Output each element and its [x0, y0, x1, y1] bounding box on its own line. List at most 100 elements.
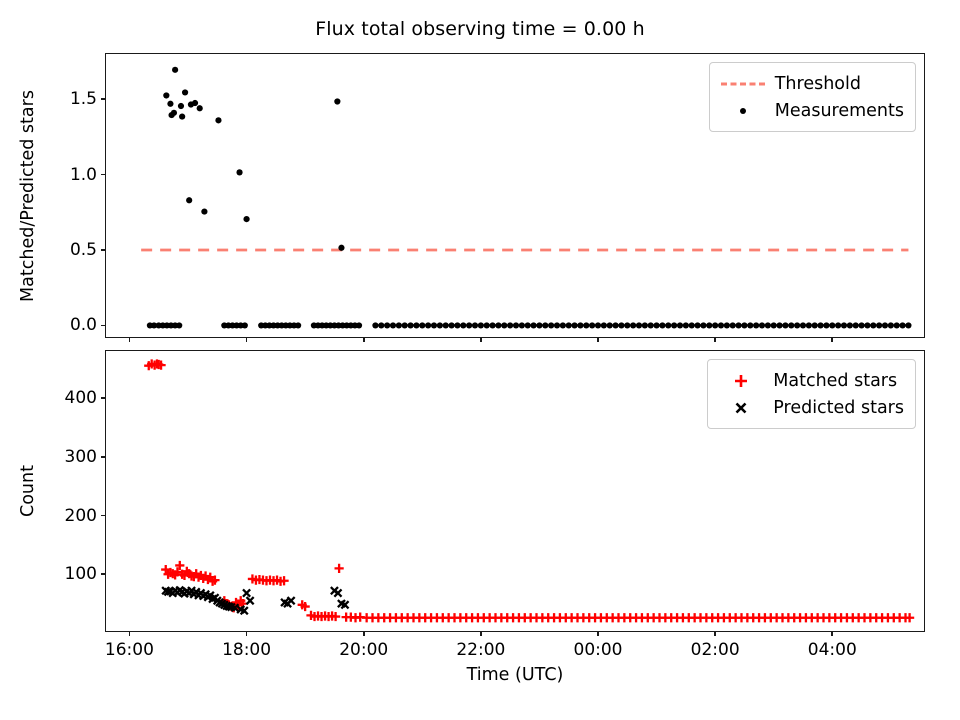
data-point-dot [758, 322, 766, 329]
legend-label-measurements: Measurements [774, 100, 904, 121]
series-predicted-stars [161, 585, 350, 616]
data-point-dot [384, 322, 391, 329]
data-point-dot [236, 169, 243, 176]
y-tick-label: 200 [64, 505, 97, 526]
data-point-dot [495, 322, 502, 329]
data-point-dot [565, 322, 572, 329]
data-point-dot [893, 322, 900, 329]
x-tick-label: 20:00 [339, 640, 389, 660]
data-point-dot [794, 322, 801, 329]
data-point-dot [167, 100, 174, 107]
legend-label-matched-stars: Matched stars [773, 370, 898, 391]
data-point-cross [333, 588, 343, 598]
data-point-dot [372, 322, 379, 329]
data-point-dot [430, 322, 438, 329]
legend-item-threshold[interactable]: Threshold [719, 70, 904, 97]
data-point-dot [571, 322, 578, 329]
data-point-dot [811, 322, 818, 329]
legend-item-matched-stars[interactable]: Matched stars [717, 367, 904, 394]
data-point-plus [175, 560, 185, 571]
y-axis-label-top: Matched/Predicted stars [18, 89, 38, 302]
y-tick-mark [101, 573, 106, 576]
data-point-plus [905, 613, 915, 623]
x-tick-label: 04:00 [807, 640, 857, 660]
data-point-dot [729, 322, 736, 329]
x-tick-mark [831, 337, 834, 342]
data-point-dot [630, 322, 637, 329]
data-point-cross [239, 606, 249, 616]
data-point-dot [899, 322, 906, 329]
data-point-plus [300, 601, 310, 612]
data-point-plus [331, 611, 341, 622]
data-point-dot [163, 92, 170, 99]
axes-top-panel: Matched/Predicted stars 0.0 0.5 1.0 1.5 Thr… [18, 53, 925, 342]
data-point-dot [829, 322, 836, 329]
data-point-dot [583, 322, 590, 329]
data-point-dot [460, 322, 467, 329]
bottom-panel-plot-area [144, 359, 915, 623]
x-tick-mark [362, 631, 365, 636]
x-tick-mark [128, 631, 131, 636]
data-point-dot [753, 322, 760, 329]
x-tick-mark [362, 337, 365, 342]
data-point-dot [413, 322, 420, 329]
data-point-dot [682, 322, 689, 329]
data-point-dot [659, 322, 666, 329]
legend-item-measurements[interactable]: Measurements [719, 97, 904, 124]
y-tick-mark [101, 455, 106, 458]
data-point-dot [788, 322, 795, 329]
measurement-dot-icon [719, 101, 767, 121]
x-tick-mark [714, 337, 716, 342]
x-tick-mark [597, 631, 599, 636]
data-point-dot [735, 322, 742, 329]
legend-label-threshold: Threshold [774, 73, 861, 94]
legend-item-predicted-stars[interactable]: Predicted stars [717, 394, 904, 421]
data-point-cross [230, 603, 240, 613]
data-point-dot [712, 322, 719, 329]
data-point-dot [170, 109, 178, 116]
data-point-dot [507, 322, 514, 329]
data-point-dot [782, 322, 789, 329]
data-point-dot [201, 208, 208, 215]
y-tick-mark [101, 98, 106, 101]
data-point-dot [647, 322, 654, 329]
data-point-dot [805, 322, 812, 329]
y-tick-mark [101, 324, 106, 327]
x-tick-label: 00:00 [573, 640, 623, 660]
data-point-dot [177, 102, 185, 110]
data-point-dot [823, 322, 830, 329]
data-point-dot [243, 216, 250, 223]
y-tick-label: 100 [64, 564, 97, 585]
data-point-dot [172, 66, 179, 73]
data-point-dot [150, 322, 158, 329]
y-tick-label: 400 [64, 388, 97, 408]
data-point-dot [501, 322, 508, 329]
data-point-dot [530, 322, 537, 329]
legend-top-panel[interactable]: Threshold Measurements [708, 62, 916, 132]
data-point-dot [846, 322, 853, 329]
data-point-dot [799, 322, 807, 329]
data-point-dot [425, 322, 432, 329]
legend-bottom-panel[interactable]: Matched stars Predicted stars [707, 359, 916, 429]
threshold-line-icon [719, 74, 767, 94]
data-point-plus [156, 360, 166, 370]
data-point-dot [676, 322, 684, 329]
data-point-dot [186, 197, 193, 204]
data-point-dot [876, 322, 883, 329]
data-point-dot [559, 322, 566, 329]
x-tick-mark [128, 337, 131, 342]
data-point-dot [624, 322, 631, 329]
axes-bottom-panel: Count 100 200 300 400 16:00 18:00 20:00 22:00 0… [18, 350, 925, 685]
data-point-dot [389, 322, 397, 329]
data-point-dot [471, 322, 479, 329]
data-point-dot [618, 322, 625, 329]
x-tick-mark [245, 337, 248, 342]
y-tick-label: 0.0 [69, 315, 97, 336]
data-point-dot [536, 322, 543, 329]
data-point-dot [196, 105, 203, 112]
y-tick-mark [101, 397, 106, 399]
data-point-dot [706, 322, 713, 329]
data-point-dot [776, 322, 783, 329]
y-axis-label-bottom: Count [18, 465, 38, 517]
